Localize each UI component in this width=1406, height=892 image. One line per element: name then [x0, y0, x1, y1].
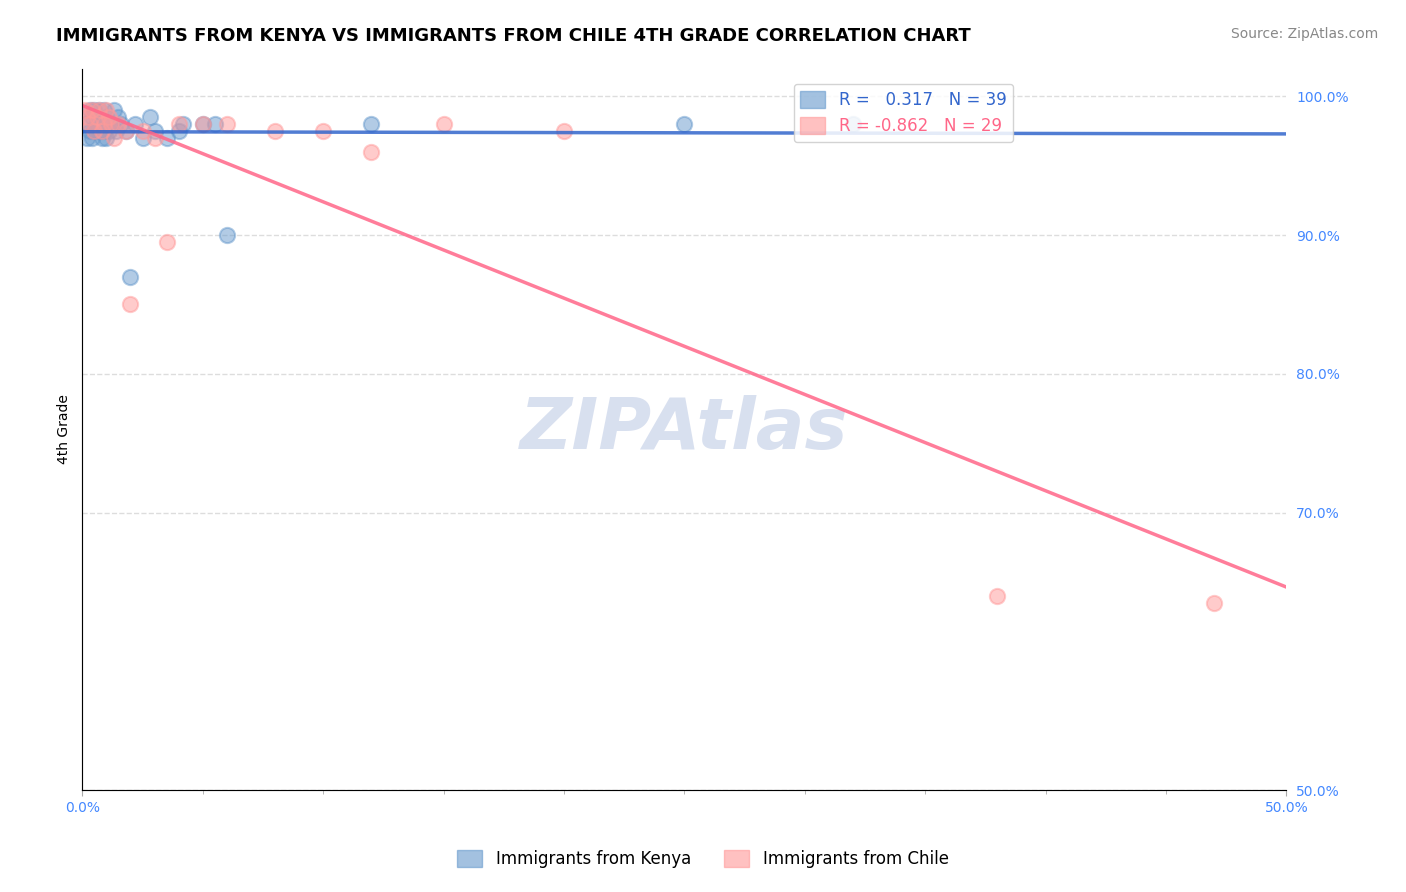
Point: [167, 117, 190, 131]
Point: [89, 103, 111, 117]
Point: [83, 103, 105, 117]
Point: [73, 103, 96, 117]
Y-axis label: 4th Grade: 4th Grade: [58, 394, 72, 464]
Point: [83, 124, 105, 138]
Point: [360, 117, 382, 131]
Point: [90, 117, 112, 131]
Point: [360, 145, 382, 159]
Point: [107, 110, 129, 124]
Point: [90, 124, 112, 138]
Point: [215, 117, 238, 131]
Point: [131, 131, 153, 145]
Point: [842, 117, 865, 131]
Point: [138, 110, 160, 124]
Point: [673, 117, 696, 131]
Point: [1204, 596, 1226, 610]
Point: [124, 117, 146, 131]
Point: [204, 117, 226, 131]
Point: [96, 131, 118, 145]
Point: [215, 228, 238, 243]
Point: [155, 235, 177, 249]
Point: [114, 124, 136, 138]
Text: IMMIGRANTS FROM KENYA VS IMMIGRANTS FROM CHILE 4TH GRADE CORRELATION CHART: IMMIGRANTS FROM KENYA VS IMMIGRANTS FROM…: [56, 27, 972, 45]
Point: [114, 124, 136, 138]
Text: Source: ZipAtlas.com: Source: ZipAtlas.com: [1230, 27, 1378, 41]
Point: [107, 117, 129, 131]
Point: [96, 103, 118, 117]
Point: [103, 103, 125, 117]
Point: [86, 110, 108, 124]
Point: [79, 103, 101, 117]
Point: [103, 131, 125, 145]
Point: [90, 131, 112, 145]
Point: [83, 124, 105, 138]
Point: [143, 131, 166, 145]
Point: [97, 110, 120, 124]
Point: [312, 124, 335, 138]
Point: [264, 124, 287, 138]
Point: [80, 110, 103, 124]
Point: [93, 124, 115, 138]
Point: [89, 124, 111, 138]
Point: [80, 131, 103, 145]
Point: [89, 103, 111, 117]
Point: [110, 117, 132, 131]
Legend: R =   0.317   N = 39, R = -0.862   N = 29: R = 0.317 N = 39, R = -0.862 N = 29: [794, 84, 1014, 142]
Point: [120, 297, 142, 311]
Point: [191, 117, 214, 131]
Point: [143, 124, 166, 138]
Point: [86, 110, 108, 124]
Point: [105, 124, 128, 138]
Point: [76, 110, 98, 124]
Point: [432, 117, 454, 131]
Point: [131, 124, 153, 138]
Point: [553, 124, 575, 138]
Point: [86, 117, 108, 131]
Legend: Immigrants from Kenya, Immigrants from Chile: Immigrants from Kenya, Immigrants from C…: [451, 843, 955, 875]
Point: [97, 124, 120, 138]
Text: ZIPAtlas: ZIPAtlas: [520, 395, 849, 464]
Point: [79, 124, 101, 138]
Point: [986, 589, 1008, 603]
Point: [100, 117, 122, 131]
Point: [80, 103, 103, 117]
Point: [76, 131, 98, 145]
Point: [73, 117, 96, 131]
Point: [100, 117, 122, 131]
Point: [93, 103, 115, 117]
Point: [79, 117, 101, 131]
Point: [167, 124, 190, 138]
Point: [96, 110, 118, 124]
Point: [120, 269, 142, 284]
Point: [155, 131, 177, 145]
Point: [191, 117, 214, 131]
Point: [93, 117, 115, 131]
Point: [172, 117, 194, 131]
